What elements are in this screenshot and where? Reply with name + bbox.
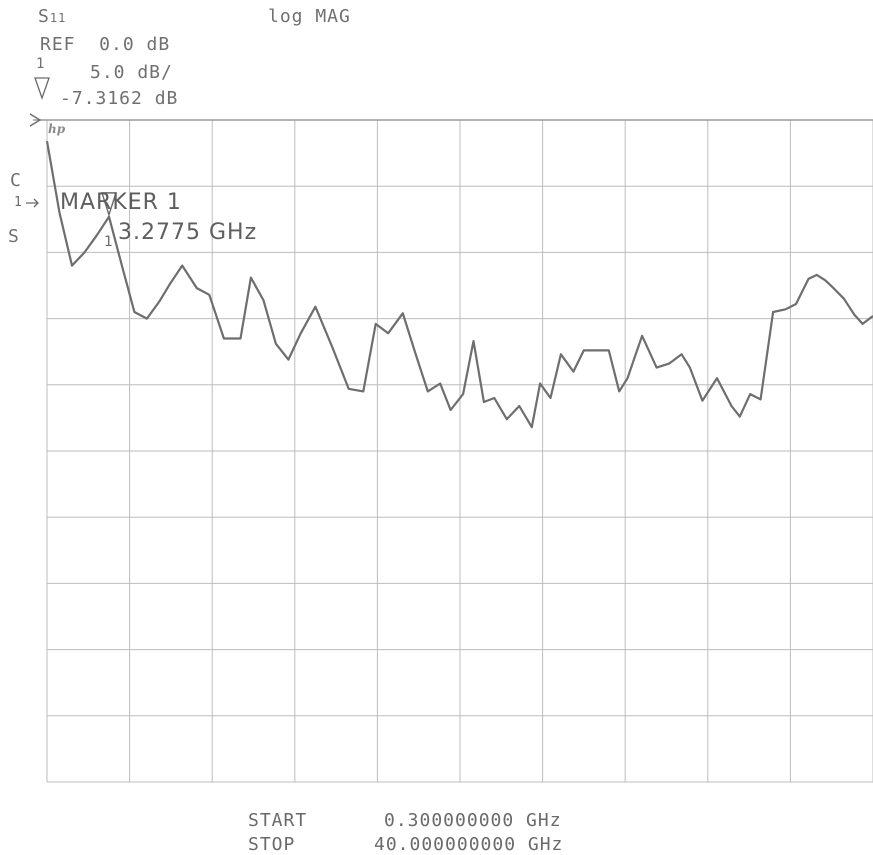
parameter-subscript: 11 xyxy=(49,11,67,25)
graticule xyxy=(33,119,873,783)
reference-arrow-icon xyxy=(29,113,42,127)
trace-layer xyxy=(45,141,873,429)
marker-value: -7.3162 dB xyxy=(60,88,179,109)
scale-per-division: 5.0 dB/ xyxy=(90,62,173,83)
parameter-label: S11 xyxy=(38,6,67,27)
reference-level: REF 0.0 dB xyxy=(40,34,171,55)
reference-position-label: 1 xyxy=(14,195,22,210)
start-label: START xyxy=(248,810,308,831)
header-marker-icon xyxy=(34,77,50,100)
format-label: log MAG xyxy=(268,6,351,27)
marker-position-arrow-icon xyxy=(26,198,39,208)
marker-frequency: 3.2775 GHz xyxy=(118,220,258,245)
hp-logo: hp xyxy=(48,122,66,136)
scale-marker-number: 1 xyxy=(36,56,46,72)
channel-s-label: S xyxy=(8,226,20,247)
stop-label: STOP xyxy=(248,834,296,855)
stop-value: 40.000000000 GHz xyxy=(374,834,564,855)
channel-c-label: C xyxy=(10,170,22,191)
marker-number: 1 xyxy=(104,234,113,250)
start-value: 0.300000000 GHz xyxy=(384,810,562,831)
marker-title: MARKER 1 xyxy=(60,190,182,215)
s11-trace xyxy=(45,141,873,429)
marker-triangle-icon xyxy=(100,192,117,218)
marker-layer xyxy=(26,77,117,218)
